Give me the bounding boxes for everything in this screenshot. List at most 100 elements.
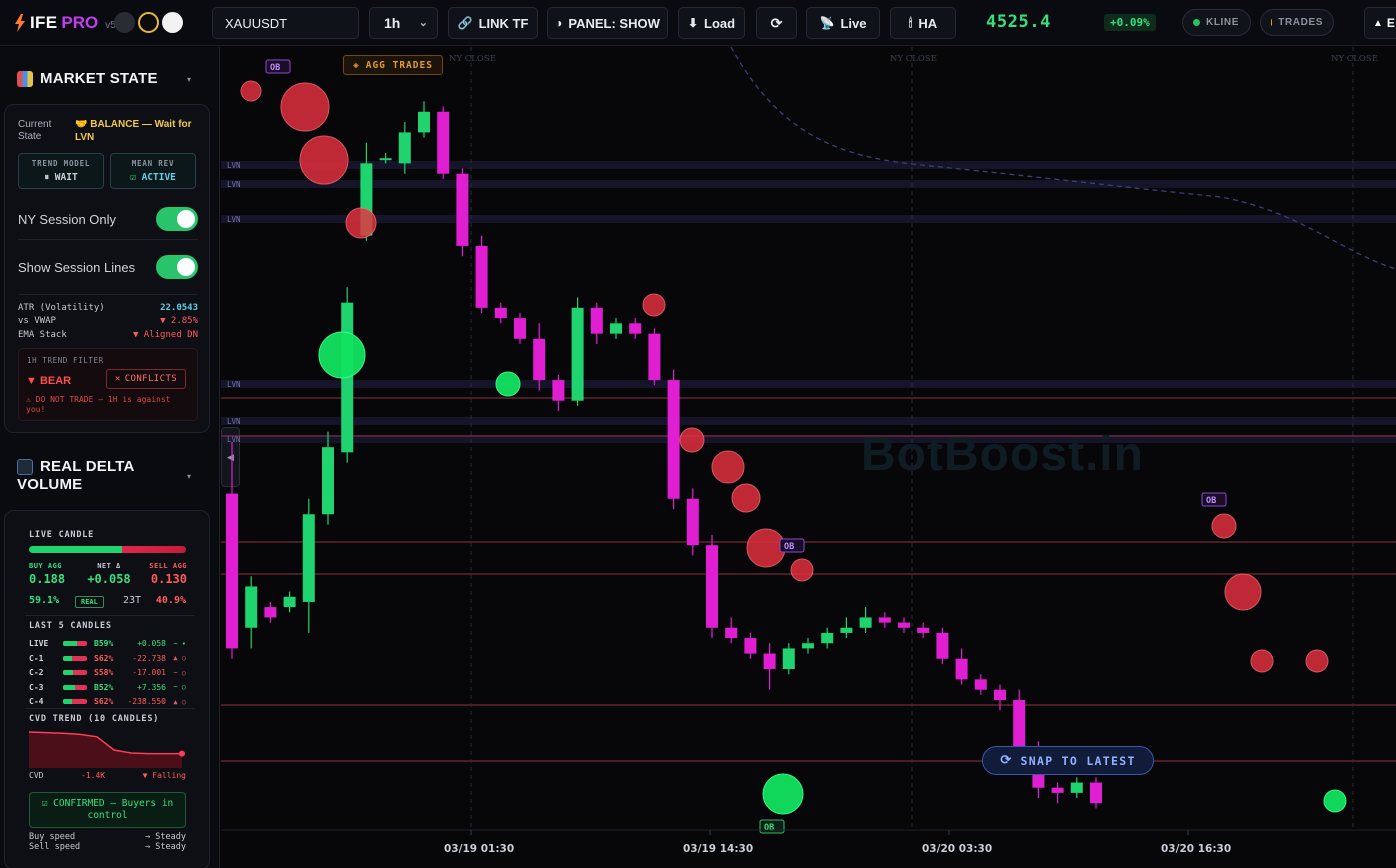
sell-bubble (345, 207, 377, 239)
price-chart[interactable]: LVN LVN LVN LVN LVN LVN NY CLOSE NY CLOSE NY CLO… (221, 47, 1396, 868)
candle-body (802, 643, 814, 649)
theme-dark-swatch[interactable] (114, 12, 135, 33)
candle-body (859, 617, 872, 628)
confirm-box: ☑ CONFIRMED — Buyers in control (29, 792, 186, 828)
candle-body (974, 679, 987, 690)
buy-bubble (1323, 789, 1347, 813)
trend-filter-bias: ▼ BEAR (26, 375, 72, 387)
candle-name: C-2 (29, 668, 44, 677)
confirm-text: CONFIRMED — Buyers in control (53, 798, 174, 821)
atr-value: 22.0543 (160, 303, 198, 313)
market-state-card: Current State 🤝 BALANCE — Wait for LVN T… (4, 104, 210, 433)
vwap-row: vs VWAP ▼ 2.85% (18, 316, 198, 329)
collapse-caret-icon[interactable]: ▾ (187, 75, 192, 84)
x-tick-label: 03/20 03:30 (922, 843, 992, 855)
trend-model-value: ⏸ WAIT (19, 172, 103, 183)
theme-gold-swatch[interactable] (138, 12, 159, 33)
conflicts-badge[interactable]: ✕ CONFLICTS (106, 369, 186, 389)
timeframe-select[interactable]: 1h ⌄ (369, 7, 438, 39)
trades-label: TRADES (1278, 17, 1323, 28)
session-lines-toggle[interactable] (156, 255, 198, 279)
market-state-header[interactable]: MARKET STATE (17, 70, 158, 87)
buy-speed-label: Buy speed (29, 832, 76, 842)
symbol-input[interactable]: XAUUSDT (212, 7, 359, 39)
load-button[interactable]: ⬇ Load (678, 7, 745, 39)
candle-body (494, 307, 507, 319)
ny-session-row: NY Session Only (18, 205, 198, 233)
buy-sell-pct-row: 59.1% REAL 23T 40.9% (29, 595, 186, 609)
version-label: v50 (105, 20, 122, 31)
session-label: NY CLOSE (1331, 54, 1378, 64)
order-block-label: OB (1206, 496, 1216, 506)
kline-status-pill[interactable]: KLINE (1182, 9, 1251, 36)
lvn-label: LVN (227, 417, 241, 426)
ny-session-toggle[interactable] (156, 207, 198, 231)
candle-body (571, 307, 584, 401)
status-dot-icon (1193, 19, 1200, 26)
refresh-button[interactable]: ⟳ (756, 7, 797, 39)
cvd-last-point (179, 750, 185, 757)
current-state-label: Current State (18, 119, 52, 142)
agg-trades-tag[interactable]: ◈ AGG TRADES (343, 55, 443, 75)
sell-speed-row: Sell speed → Steady (29, 842, 186, 855)
candle-pct: S62% (94, 697, 114, 706)
delta-volume-header[interactable]: REAL DELTA VOLUME (17, 458, 135, 494)
cvd-row: CVD -1.4K ▼ Falling (29, 771, 186, 784)
buy-speed-value: → Steady (145, 832, 186, 842)
kline-label: KLINE (1206, 17, 1239, 28)
current-state-text: BALANCE — Wait for LVN (75, 119, 192, 143)
panel-toggle-button[interactable]: ◑ PANEL: SHOW (547, 7, 668, 39)
collapse-caret-icon[interactable]: ▾ (187, 472, 192, 481)
candle-pct: S62% (94, 653, 114, 663)
snap-to-latest-button[interactable]: ⟳ SNAP TO LATEST (982, 746, 1154, 775)
candle-body (648, 333, 661, 381)
candle-row: LIVE B59% +0.058 ~ • (29, 637, 189, 650)
check-icon: ☑ (41, 798, 54, 809)
sell-bubble (790, 558, 814, 582)
price-change-badge: +0.09% (1104, 14, 1156, 31)
candle-body (763, 653, 776, 670)
candle-arrow: ▲ ○ (173, 654, 186, 662)
candle-arrow: ▲ ○ (173, 697, 186, 706)
top-toolbar: IFE PRO v50 XAUUSDT 1h ⌄ 🔗 LINK TF ◑ PANEL: … (0, 0, 1396, 46)
buy-agg-value: 0.188 (29, 572, 66, 586)
cvd-area (29, 732, 182, 768)
heikin-ashi-button[interactable]: 🕯 HA (890, 7, 956, 39)
overflow-toolbar-button[interactable]: ▲ E (1364, 7, 1396, 39)
candle-mini-bar (63, 684, 87, 690)
live-label: Live (840, 15, 867, 31)
candle-body (475, 245, 488, 308)
mean-rev-value: ☑ ACTIVE (111, 172, 195, 183)
live-delta-bar (29, 546, 186, 553)
live-button[interactable]: 📡 Live (806, 7, 880, 39)
mean-rev-value-text: ACTIVE (141, 172, 176, 183)
vwap-curve (730, 47, 1396, 270)
divider (25, 615, 195, 616)
candle-body (878, 617, 891, 623)
ema-row: EMA Stack ▼ Aligned DN (18, 330, 198, 343)
app-logo: IFE PRO v50 (14, 10, 121, 36)
last-price: 4525.4 (986, 12, 1052, 32)
chart-canvas[interactable]: LVN LVN LVN LVN LVN LVN NY CLOSE NY CLOSE NY CLO… (221, 47, 1396, 868)
theme-light-swatch[interactable] (162, 12, 183, 33)
trend-model-box: TREND MODEL ⏸ WAIT (18, 153, 104, 189)
sell-agg-label: SELL AGG (149, 562, 187, 570)
candle-mini-bar (63, 641, 87, 646)
candle-body (667, 380, 680, 499)
bolt-icon (15, 14, 25, 32)
sidebar-panel: MARKET STATE ▾ Current State 🤝 BALANCE —… (0, 47, 220, 868)
candle-body (283, 596, 296, 608)
cvd-state: ▼ Falling (142, 771, 186, 780)
link-tf-button[interactable]: 🔗 LINK TF (448, 7, 538, 39)
cvd-trend-label: CVD TREND (10 CANDLES) (29, 714, 160, 724)
order-block-label: OB (270, 63, 280, 73)
trend-model-label: TREND MODEL (31, 159, 91, 168)
net-delta-col: NET Δ +0.058 (84, 562, 134, 586)
trades-status-pill[interactable]: TRADES (1260, 9, 1334, 36)
cvd-sparkline (29, 731, 185, 768)
candle-arrow: ~ • (173, 639, 186, 648)
lvn-label: LVN (227, 435, 241, 444)
candle-body (725, 627, 738, 639)
buy-volume-bar (29, 546, 122, 553)
candle-body (322, 447, 334, 515)
